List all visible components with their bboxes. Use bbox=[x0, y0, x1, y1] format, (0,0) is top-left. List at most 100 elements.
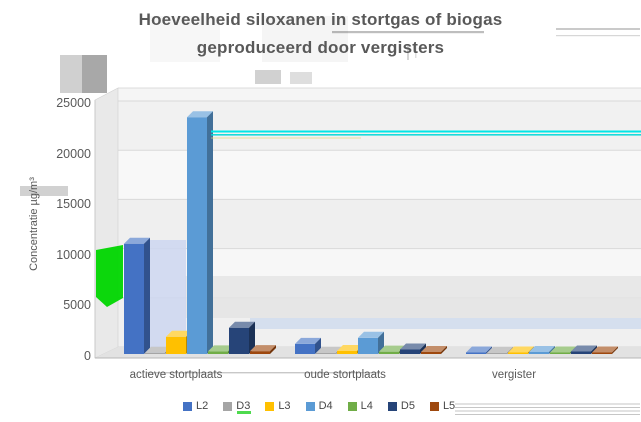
bar-top bbox=[379, 345, 405, 352]
bar-top bbox=[550, 346, 576, 353]
y-tick-15000: 15000 bbox=[56, 197, 91, 212]
bar-front bbox=[229, 327, 249, 354]
legend-item-L4: L4 bbox=[347, 400, 373, 412]
legend-label: L4 bbox=[360, 400, 373, 412]
bar-side bbox=[612, 346, 618, 354]
bar-front bbox=[466, 352, 486, 354]
bar-front bbox=[187, 117, 207, 354]
legend-marker-icon bbox=[429, 401, 439, 411]
bar-top bbox=[358, 331, 384, 338]
bar-side bbox=[144, 237, 150, 354]
bar-front bbox=[421, 351, 441, 354]
compression-artifact bbox=[262, 16, 348, 62]
bar-front bbox=[208, 351, 228, 354]
chart-side-wall bbox=[94, 87, 119, 359]
legend-marker-icon bbox=[347, 401, 357, 411]
chart-title-line2: geproduceerd door vergisters bbox=[196, 38, 445, 57]
compression-artifact bbox=[332, 31, 484, 34]
legend-label: L5 bbox=[442, 400, 456, 412]
wall-band-top bbox=[118, 88, 641, 101]
category-label-2: oude stortplaats bbox=[304, 369, 386, 381]
y-tick-10000: 10000 bbox=[56, 247, 91, 262]
bar-front bbox=[316, 352, 336, 354]
legend-item-L5: L5 bbox=[429, 400, 456, 412]
compression-artifact bbox=[290, 72, 312, 84]
bar-side bbox=[315, 337, 321, 354]
compression-artifact bbox=[250, 318, 641, 329]
bar-side bbox=[441, 345, 447, 354]
chart-legend: L2 D3 L3 D4 L4 D5 L5 bbox=[183, 400, 470, 412]
bar-D5-cat2 bbox=[400, 343, 426, 354]
bar-L5-cat1 bbox=[250, 345, 276, 354]
legend-item-L2: L2 bbox=[183, 400, 208, 412]
bar-top bbox=[571, 345, 597, 352]
bar-top bbox=[487, 346, 513, 353]
bar-front bbox=[337, 350, 357, 354]
bar-top bbox=[187, 111, 213, 118]
legend-label: D4 bbox=[318, 400, 333, 412]
bar-front bbox=[550, 352, 570, 354]
bar-side bbox=[486, 346, 492, 354]
bar-front bbox=[145, 352, 165, 354]
bar-top bbox=[421, 345, 447, 352]
category-label-1: actieve stortplaats bbox=[129, 369, 223, 381]
legend-marker-icon bbox=[387, 401, 397, 411]
compression-artifact bbox=[455, 403, 640, 405]
compression-artifact bbox=[60, 55, 82, 93]
bar-side bbox=[249, 321, 255, 354]
bar-top bbox=[208, 345, 234, 352]
bar-front bbox=[571, 351, 591, 354]
bar-top bbox=[229, 321, 255, 328]
compression-artifact bbox=[415, 46, 417, 58]
compression-artifact bbox=[255, 70, 281, 84]
bar-side bbox=[420, 343, 426, 354]
bar-front bbox=[295, 343, 315, 354]
bar-top bbox=[337, 344, 363, 351]
y-tick-20000: 20000 bbox=[56, 146, 91, 161]
bar-front bbox=[400, 349, 420, 354]
compression-artifact-green bbox=[96, 245, 123, 307]
legend-marker-icon bbox=[305, 401, 315, 411]
legend-item-L3: L3 bbox=[265, 400, 291, 412]
bar-top bbox=[166, 330, 192, 337]
bar-front bbox=[487, 352, 507, 354]
bar-D5-cat1 bbox=[229, 321, 255, 354]
legend-label: D5 bbox=[400, 400, 415, 412]
bar-top bbox=[529, 345, 555, 352]
y-tick-25000: 25000 bbox=[56, 96, 91, 110]
y-tick-5000: 5000 bbox=[63, 298, 91, 313]
y-tick-0: 0 bbox=[84, 349, 91, 363]
legend-label: D3 bbox=[236, 400, 251, 412]
bar-top bbox=[316, 346, 342, 353]
bar-front bbox=[124, 243, 144, 354]
y-axis-title: Concentratie µg/m³ bbox=[28, 177, 40, 271]
bar-top bbox=[145, 346, 171, 353]
bar-front bbox=[358, 337, 378, 354]
bar-top bbox=[295, 337, 321, 344]
compression-artifact bbox=[455, 410, 640, 412]
bar-D4-cat2 bbox=[358, 331, 384, 354]
bar-L5-cat2 bbox=[421, 345, 447, 354]
bar-front bbox=[529, 351, 549, 354]
bar-side bbox=[270, 345, 276, 354]
compression-artifact bbox=[556, 28, 640, 30]
legend-marker-icon bbox=[265, 401, 275, 411]
compression-artifact-cyan bbox=[211, 134, 641, 136]
bar-L5-cat3 bbox=[592, 346, 618, 354]
legend-label: L3 bbox=[278, 400, 291, 412]
bar-side bbox=[591, 345, 597, 354]
legend-marker-icon bbox=[223, 401, 233, 411]
bar-front bbox=[592, 352, 612, 354]
bar-top bbox=[124, 237, 150, 244]
legend-label: L2 bbox=[196, 400, 209, 412]
bar-L2-cat3 bbox=[466, 346, 492, 354]
bar-top bbox=[400, 343, 426, 350]
bar-top bbox=[508, 346, 534, 353]
bar-top bbox=[592, 346, 618, 353]
compression-artifact bbox=[455, 407, 640, 408]
compression-artifact bbox=[185, 276, 641, 318]
bar-front bbox=[379, 351, 399, 354]
bar-D5-cat3 bbox=[571, 345, 597, 354]
